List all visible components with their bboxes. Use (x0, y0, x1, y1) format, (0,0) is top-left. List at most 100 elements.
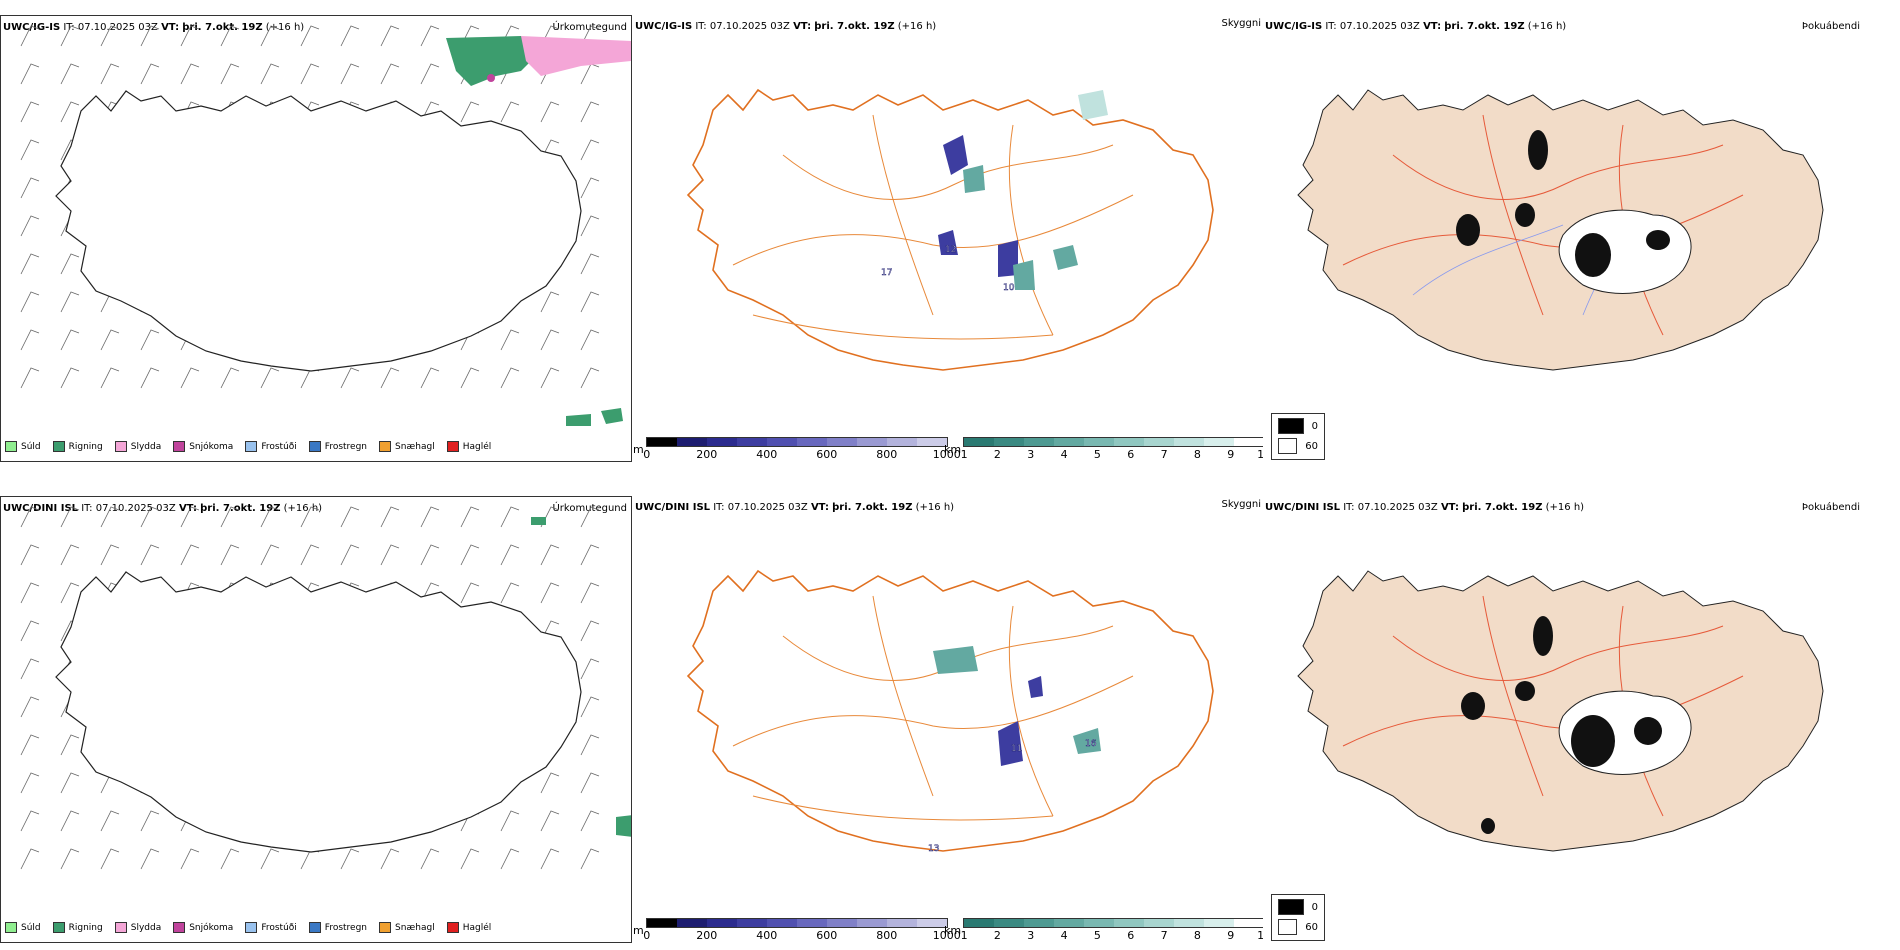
wind-barb (100, 25, 120, 47)
wind-barb (580, 582, 600, 604)
colorbar-segment (916, 438, 947, 446)
colorbar-segment (856, 438, 887, 446)
wind-barb (20, 810, 40, 832)
wind-barb (580, 139, 600, 161)
colorbar-segment (1024, 919, 1055, 927)
wind-barb (500, 101, 520, 123)
wind-barb (220, 63, 240, 85)
wind-barb (260, 506, 280, 528)
wind-barb (20, 658, 40, 680)
wind-barb (60, 544, 80, 566)
colorbar-segment (1174, 919, 1205, 927)
wind-barb (500, 848, 520, 870)
fog-legend-label: 60 (1305, 440, 1318, 452)
legend-item: Slydda (114, 441, 161, 452)
legend-label: Frostregn (324, 441, 368, 452)
fog-legend-swatch (1278, 418, 1304, 434)
wind-barb (180, 367, 200, 389)
legend-swatch (245, 922, 258, 933)
colorbar-segment (994, 438, 1025, 446)
wind-barb (580, 620, 600, 642)
wind-barb (580, 772, 600, 794)
wind-barb (340, 848, 360, 870)
fog-legend-label: 0 (1311, 420, 1318, 432)
svg-text:13: 13 (928, 844, 939, 854)
colorbar-segment (964, 438, 995, 446)
iceland-map-visibility: 11 16 13 (686, 569, 1214, 854)
precip-type-panel-row1: UWC/IG-IS IT: 07.10.2025 03Z VT: þri. 7.… (0, 15, 632, 462)
colorbar-segment (646, 438, 677, 446)
wind-barb (180, 544, 200, 566)
wind-barb (60, 25, 80, 47)
colorbar-segment (1204, 919, 1235, 927)
wind-barb (580, 367, 600, 389)
wind-barb (60, 253, 80, 275)
colorbar-segment (706, 438, 737, 446)
fog-legend-swatch (1278, 919, 1298, 935)
wind-barb (540, 848, 560, 870)
legend-label: Slydda (130, 922, 162, 933)
wind-barb (20, 582, 40, 604)
wind-barb (220, 506, 240, 528)
panel-title: UWC/DINI ISL IT: 07.10.2025 03Z VT: þri.… (3, 503, 323, 514)
wind-barb (220, 367, 240, 389)
legend-item: Frostúði (245, 441, 297, 452)
wind-barb (100, 544, 120, 566)
visibility-colorbar: km 12345678910 (944, 918, 1263, 942)
visibility-panel-row2: UWC/DINI ISL IT: 07.10.2025 03Z VT: þri.… (633, 496, 1263, 943)
wind-barb (60, 63, 80, 85)
legend-item: Rigning (52, 922, 103, 933)
colorbar-segment (676, 438, 707, 446)
svg-text:11: 11 (1011, 744, 1022, 754)
wind-barb (580, 329, 600, 351)
legend-label: Rigning (68, 922, 103, 933)
colorbar-segment (706, 919, 737, 927)
wind-barb (20, 367, 40, 389)
colorbar-segment (736, 919, 767, 927)
colorbar-segment (1234, 919, 1263, 927)
wind-barb (580, 734, 600, 756)
wind-barb (340, 544, 360, 566)
wind-barb (140, 544, 160, 566)
wind-barb (60, 848, 80, 870)
legend-label: Frostúði (261, 441, 297, 452)
colorbar-segment (916, 919, 947, 927)
precip-panel-name: Úrkomutegund (552, 503, 627, 514)
visibility-panel-name: Skyggni (1221, 18, 1261, 29)
colorbar-segment (1114, 919, 1145, 927)
wind-barb (20, 253, 40, 275)
iceland-map-precip (20, 25, 631, 426)
legend-swatch (173, 922, 186, 933)
colorbar-segment (1204, 438, 1235, 446)
colorbar-segment (1054, 919, 1085, 927)
wind-barb (260, 63, 280, 85)
fog-index-panel-row1: UWC/IG-IS IT: 07.10.2025 03Z VT: þri. 7.… (1263, 15, 1900, 462)
legend-swatch (308, 922, 321, 933)
wind-barb (380, 63, 400, 85)
wind-barb (460, 506, 480, 528)
svg-text:17: 17 (881, 268, 892, 278)
wind-barb (540, 101, 560, 123)
wind-barb (140, 810, 160, 832)
wind-barb (100, 329, 120, 351)
fog-legend-label: 0 (1311, 901, 1318, 913)
panel-title: UWC/IG-IS IT: 07.10.2025 03Z VT: þri. 7.… (635, 21, 937, 32)
colorbar-segment (826, 438, 857, 446)
colorbar-segment (1234, 438, 1263, 446)
legend-swatch (52, 922, 65, 933)
colorbar-segment (796, 919, 827, 927)
wind-barb (420, 367, 440, 389)
precip-panel-name: Úrkomutegund (552, 22, 627, 33)
fog-panel-name: Þokuábendi (1801, 502, 1860, 513)
legend-swatch (173, 441, 186, 452)
wind-barb (140, 329, 160, 351)
wind-barb (420, 25, 440, 47)
wind-barb (460, 848, 480, 870)
colorbar-segment (766, 438, 797, 446)
wind-barb (220, 25, 240, 47)
wind-barb (500, 810, 520, 832)
wind-barb (300, 506, 320, 528)
wind-barb (140, 506, 160, 528)
wind-barb (60, 329, 80, 351)
wind-barb (540, 582, 560, 604)
